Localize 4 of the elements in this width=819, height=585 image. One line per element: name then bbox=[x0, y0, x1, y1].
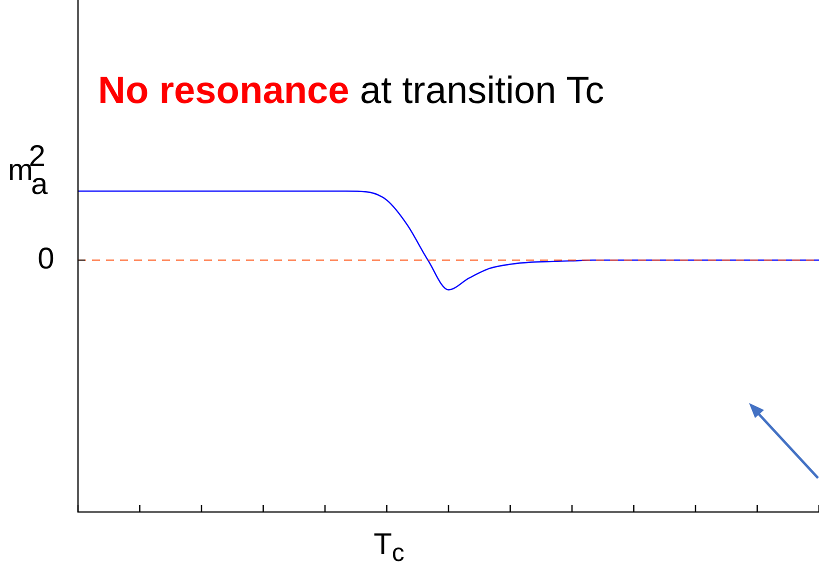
text: No resonance bbox=[98, 70, 350, 112]
text: at transition Tc bbox=[360, 70, 604, 112]
text: T$_{c}$ bbox=[374, 528, 404, 568]
ref-line-label: 0 bbox=[38, 242, 54, 276]
